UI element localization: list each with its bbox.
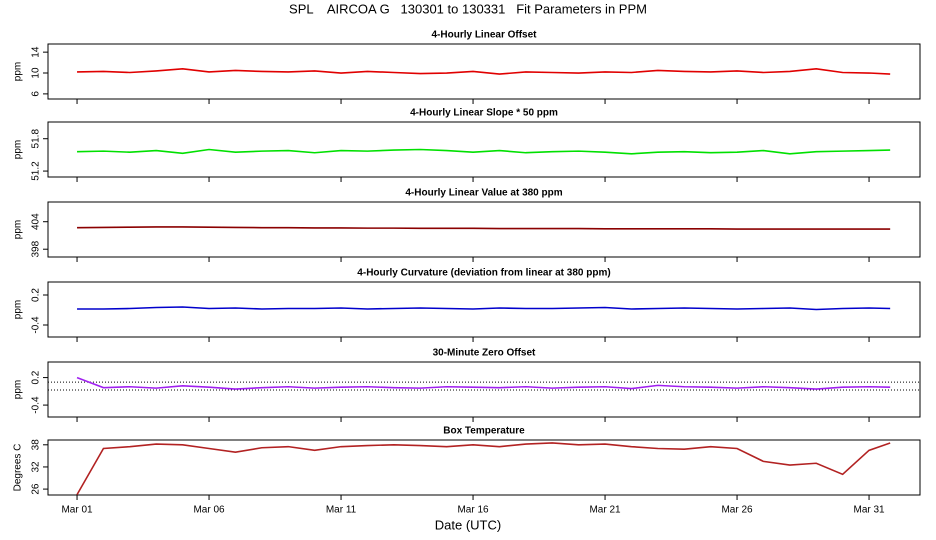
plot-frame bbox=[47, 43, 921, 100]
x-tick-label: Mar 11 bbox=[326, 505, 357, 516]
plot-frame bbox=[47, 201, 921, 258]
x-tick-label: Mar 31 bbox=[853, 505, 885, 516]
y-axis-label: ppm bbox=[13, 300, 24, 319]
x-axis-label: Date (UTC) bbox=[435, 517, 501, 532]
plot-frame bbox=[47, 439, 921, 496]
figure-title: SPL AIRCOA G 130301 to 130331 Fit Parame… bbox=[289, 1, 647, 16]
plot-frame bbox=[47, 281, 921, 338]
data-line bbox=[77, 68, 891, 75]
panel-title: 4-Hourly Curvature (deviation from linea… bbox=[357, 268, 610, 279]
y-tick-label: 38 bbox=[31, 439, 42, 451]
y-tick-label: 32 bbox=[31, 461, 42, 473]
data-line bbox=[77, 306, 891, 311]
x-tick-label: Mar 16 bbox=[457, 505, 489, 516]
y-axis-label: ppm bbox=[13, 220, 24, 239]
y-axis-label: ppm bbox=[13, 380, 24, 399]
plot-frame bbox=[47, 121, 921, 178]
x-tick-label: Mar 21 bbox=[589, 505, 621, 516]
y-tick-label: 10 bbox=[31, 67, 42, 79]
y-tick-label: 404 bbox=[31, 213, 42, 230]
data-line bbox=[77, 226, 891, 230]
data-line bbox=[77, 148, 891, 155]
data-line bbox=[76, 376, 891, 390]
y-tick-label: 51.2 bbox=[31, 161, 42, 181]
y-tick-label: 0.2 bbox=[31, 288, 42, 302]
data-line bbox=[76, 442, 891, 496]
x-tick-label: Mar 26 bbox=[721, 505, 753, 516]
x-tick-label: Mar 06 bbox=[193, 505, 225, 516]
y-tick-label: 6 bbox=[31, 91, 42, 97]
y-tick-label: 26 bbox=[31, 483, 42, 495]
y-tick-label: -0.4 bbox=[31, 396, 42, 414]
y-axis-label: ppm bbox=[13, 140, 24, 159]
y-axis-label: ppm bbox=[13, 62, 24, 81]
panel-title: 30-Minute Zero Offset bbox=[433, 348, 536, 359]
y-tick-label: -0.4 bbox=[31, 316, 42, 334]
y-axis-label: Degrees C bbox=[13, 444, 24, 492]
y-tick-label: 398 bbox=[31, 240, 42, 257]
panel-title: 4-Hourly Linear Offset bbox=[431, 30, 537, 41]
y-tick-label: 51.8 bbox=[31, 129, 42, 149]
x-tick-label: Mar 01 bbox=[61, 505, 93, 516]
panel-title: 4-Hourly Linear Slope * 50 ppm bbox=[410, 108, 558, 119]
panel-title: 4-Hourly Linear Value at 380 ppm bbox=[405, 188, 562, 199]
y-tick-label: 14 bbox=[31, 46, 42, 58]
y-tick-label: 0.2 bbox=[31, 370, 42, 384]
panel-title: Box Temperature bbox=[443, 426, 525, 437]
